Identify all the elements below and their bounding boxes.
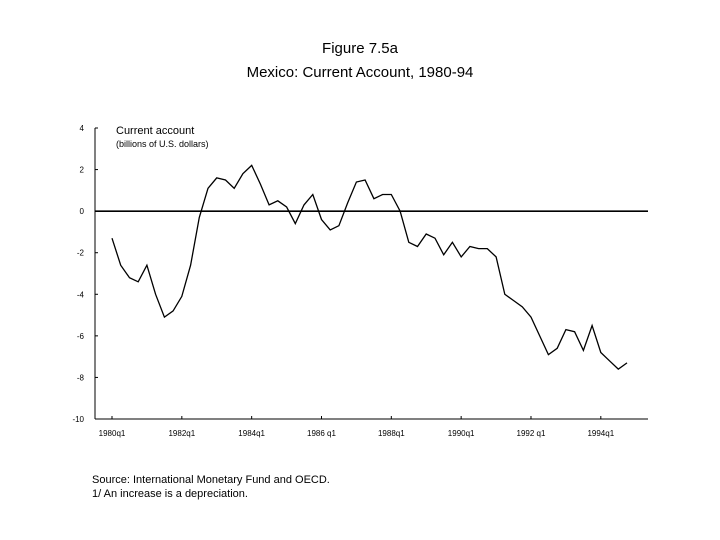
y-tick-label: 4 [80, 124, 85, 133]
x-tick-label: 1986 q1 [307, 429, 336, 438]
x-tick-label: 1990q1 [448, 429, 475, 438]
y-tick-label: -8 [77, 373, 85, 382]
x-tick-label: 1982q1 [168, 429, 195, 438]
footnote: 1/ An increase is a depreciation. [92, 488, 248, 500]
x-tick-label: 1984q1 [238, 429, 265, 438]
x-tick-label: 1980q1 [99, 429, 126, 438]
x-tick-label: 1988q1 [378, 429, 405, 438]
current-account-line [111, 164, 628, 370]
y-tick-label: -2 [77, 249, 85, 258]
y-tick-label: -10 [72, 415, 84, 424]
chart-title: Mexico: Current Account, 1980-94 [246, 64, 474, 81]
y-tick-label: 0 [80, 207, 85, 216]
x-tick-label: 1992 q1 [517, 429, 546, 438]
legend-series-label: Current account [116, 125, 195, 137]
figure-label: Figure 7.5a [322, 40, 398, 57]
source-note: Source: International Monetary Fund and … [92, 474, 330, 486]
y-tick-label: 2 [80, 166, 85, 175]
x-tick-label: 1994q1 [587, 429, 614, 438]
y-tick-label: -4 [77, 290, 85, 299]
legend-units-label: (billions of U.S. dollars) [116, 139, 209, 149]
y-tick-label: -6 [77, 332, 85, 341]
